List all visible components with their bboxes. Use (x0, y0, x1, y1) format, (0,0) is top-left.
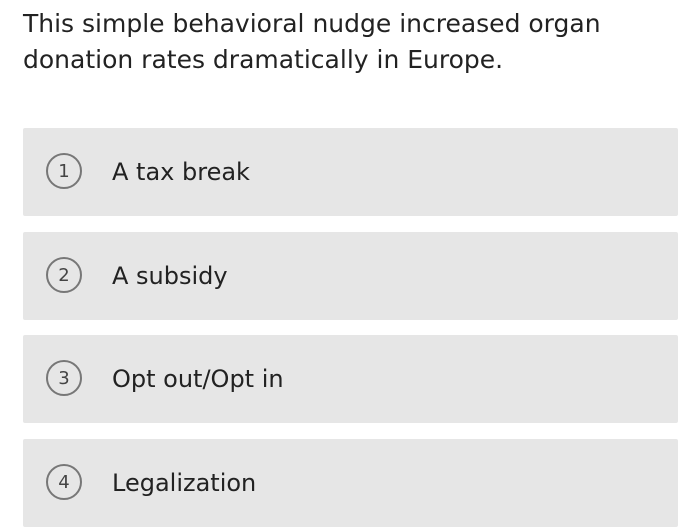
option[interactable]: 3 Opt out/Opt in (23, 335, 678, 423)
option[interactable]: 1 A tax break (23, 128, 678, 216)
option-number: 1 (46, 153, 82, 189)
option[interactable]: 2 A subsidy (23, 232, 678, 320)
option-number: 2 (46, 257, 82, 293)
option-number: 4 (46, 464, 82, 500)
option-label: A tax break (112, 158, 250, 186)
option-label: A subsidy (112, 262, 228, 290)
question: This simple behavioral nudge increased o… (23, 9, 601, 74)
option[interactable]: 4 Legalization (23, 439, 678, 527)
option-label: Opt out/Opt in (112, 365, 284, 393)
option-label: Legalization (112, 469, 257, 497)
option-number: 3 (46, 360, 82, 396)
